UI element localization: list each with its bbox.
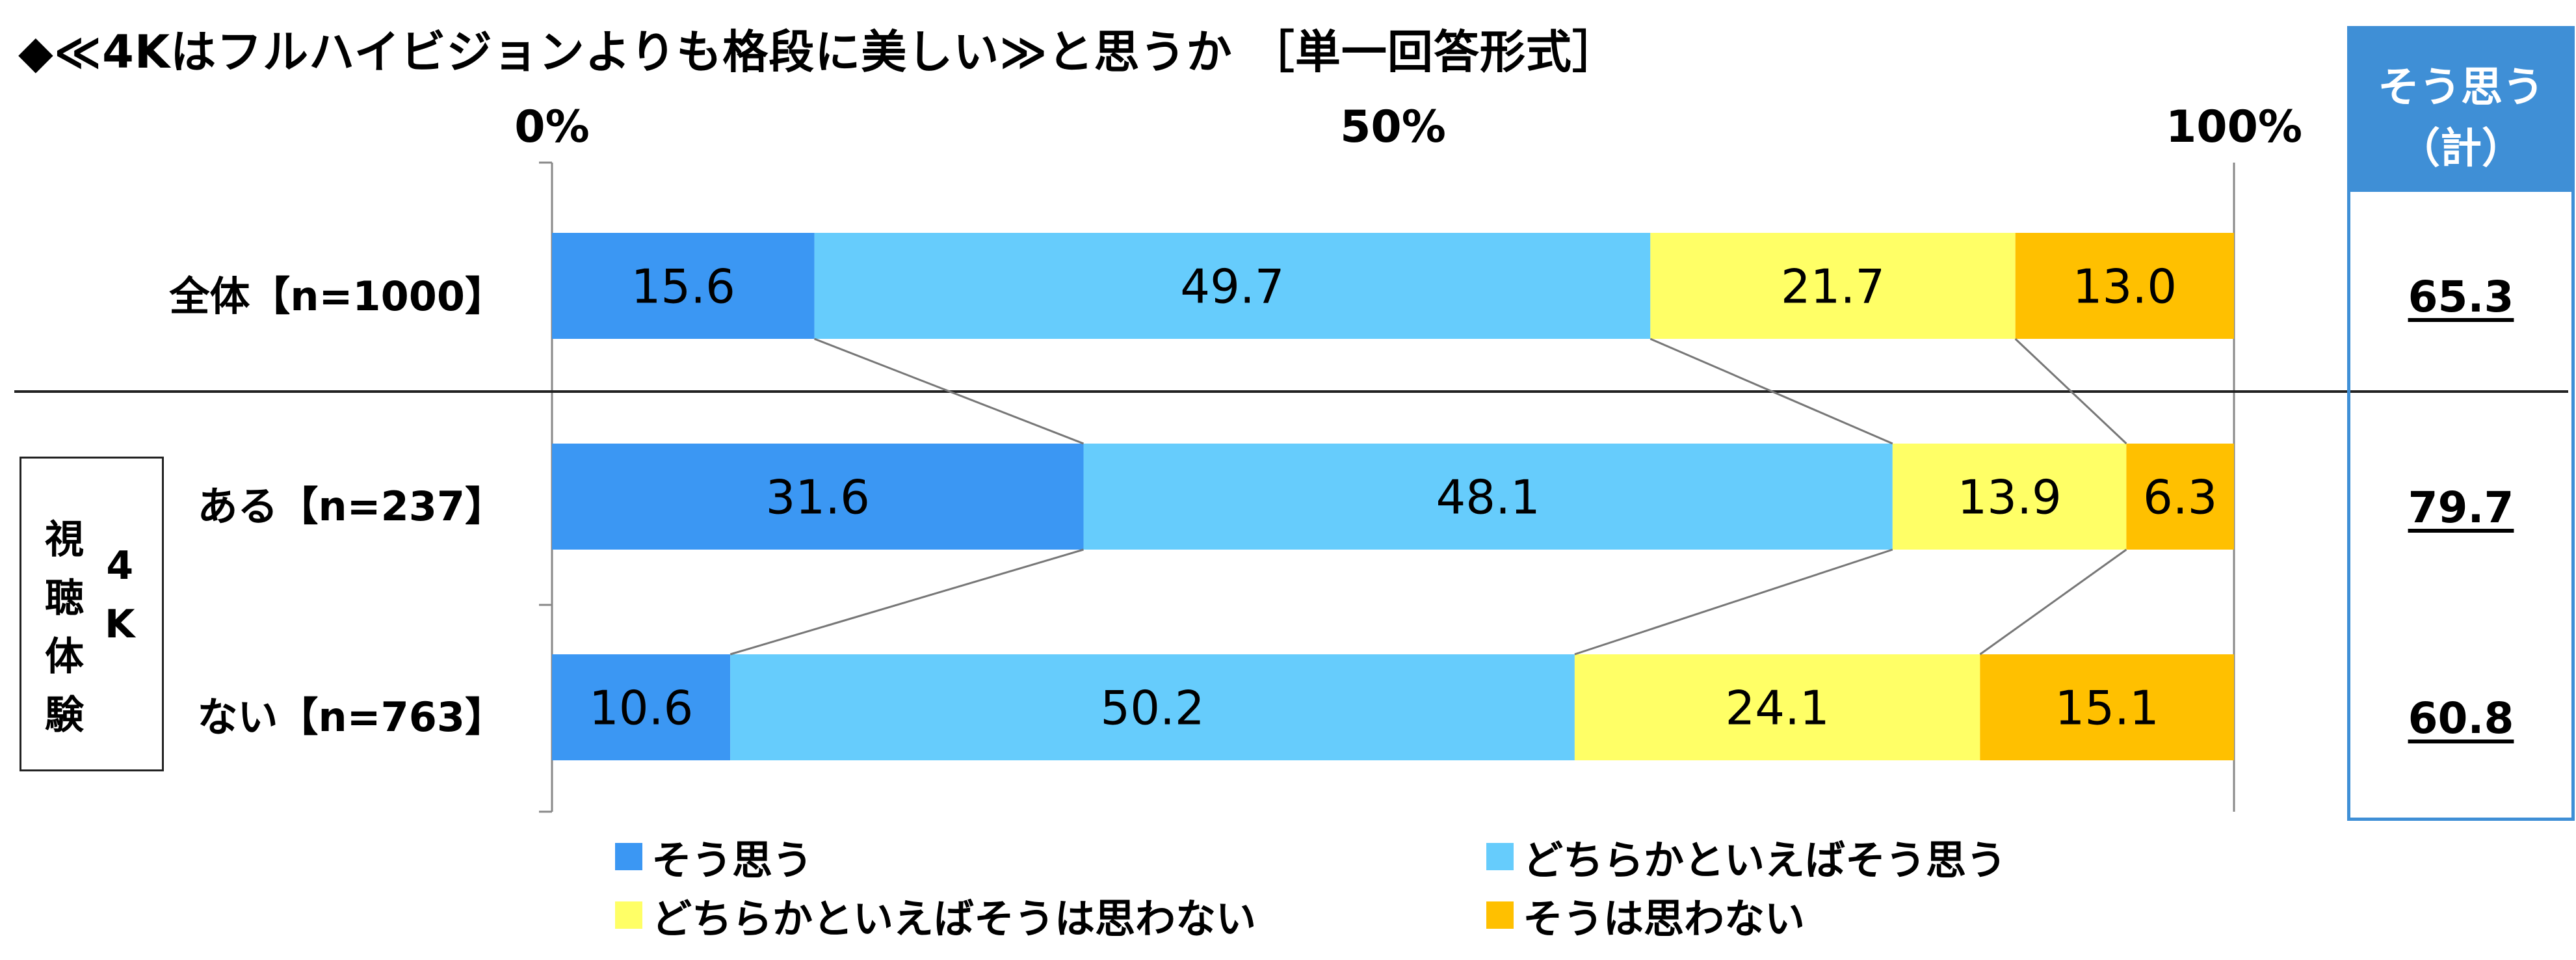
connector-line — [1649, 338, 1893, 445]
bar-segment — [1980, 654, 2234, 760]
tick-label: 0% — [514, 101, 589, 153]
legend-label: そうは思わない — [1523, 895, 1806, 942]
total-agree-panel: そう思う （計） 65.3 79.7 60.8 — [2347, 26, 2575, 821]
group-label-box: 視 聴 体 験 4 K — [20, 457, 164, 771]
group-char: 体 — [45, 634, 84, 680]
connector-line — [729, 548, 1084, 656]
row-label-experienced: ある【n=237】 — [197, 483, 505, 530]
legend-swatch — [615, 843, 642, 870]
legend-swatch — [615, 901, 642, 929]
legend-item: そう思う — [615, 827, 813, 886]
legend-label: どちらかといえばそうは思わない — [651, 895, 1257, 942]
total-header-line2: （計） — [2399, 125, 2523, 173]
group-char: 験 — [45, 693, 84, 738]
data-label: 13.0 — [2073, 260, 2177, 314]
data-label: 6.3 — [2143, 470, 2218, 525]
chart-title: ◆≪4Kはフルハイビジョンよりも格段に美しい≫と思うか ［単一回答形式］ — [18, 25, 1618, 79]
data-label: 10.6 — [589, 681, 693, 736]
group-char: K — [105, 602, 135, 647]
row-label-overall: 全体【n=1000】 — [169, 273, 505, 320]
legend-item: どちらかといえばそう思う — [1486, 827, 2006, 886]
row-label-not-experienced: ない【n=763】 — [197, 693, 505, 741]
tick-label: 100% — [2166, 101, 2302, 153]
data-label: 15.1 — [2055, 681, 2159, 736]
data-label: 24.1 — [1725, 681, 1829, 736]
bar-segment — [552, 654, 731, 760]
group-label-main: 視 聴 体 験 — [45, 511, 84, 745]
data-label: 49.7 — [1180, 260, 1284, 314]
total-value-experienced: 79.7 — [2408, 483, 2514, 533]
connector-line — [1574, 548, 1893, 656]
data-label: 13.9 — [1957, 470, 2061, 525]
total-value-not-experienced: 60.8 — [2408, 693, 2514, 743]
legend-label: そう思う — [651, 836, 813, 884]
group-label-sub: 4 K — [105, 537, 135, 654]
group-char: 聴 — [45, 576, 84, 621]
total-header-line1: そう思う — [2378, 64, 2544, 112]
bar-segment — [1574, 654, 1980, 760]
total-value-overall: 65.3 — [2408, 272, 2514, 322]
group-char: 4 — [106, 543, 134, 589]
bar-segment — [552, 444, 1084, 550]
bar-segment — [552, 233, 815, 339]
bar-segment — [814, 233, 1651, 339]
legend-swatch — [1486, 843, 1514, 870]
data-label: 21.7 — [1781, 260, 1885, 314]
connector-line — [1979, 548, 2127, 656]
total-agree-header: そう思う （計） — [2350, 29, 2571, 192]
bar-segment — [730, 654, 1575, 760]
bar-segment — [1650, 233, 2016, 339]
data-label: 48.1 — [1436, 470, 1540, 525]
bar-segment — [1892, 444, 2127, 550]
data-label: 31.6 — [766, 470, 870, 525]
data-label: 50.2 — [1100, 681, 1204, 736]
bar-segment — [2126, 444, 2234, 550]
legend-swatch — [1486, 901, 1514, 929]
group-char: 視 — [45, 517, 84, 563]
legend-item: どちらかといえばそうは思わない — [615, 886, 1256, 944]
legend-item: そうは思わない — [1486, 886, 1805, 944]
legend-label: どちらかといえばそう思う — [1523, 836, 2007, 884]
connector-line — [814, 338, 1084, 445]
bar-segment — [1083, 444, 1893, 550]
connector-line — [2014, 338, 2127, 445]
data-label: 15.6 — [631, 260, 735, 314]
bar-segment — [2015, 233, 2234, 339]
tick-label: 50% — [1340, 101, 1446, 153]
